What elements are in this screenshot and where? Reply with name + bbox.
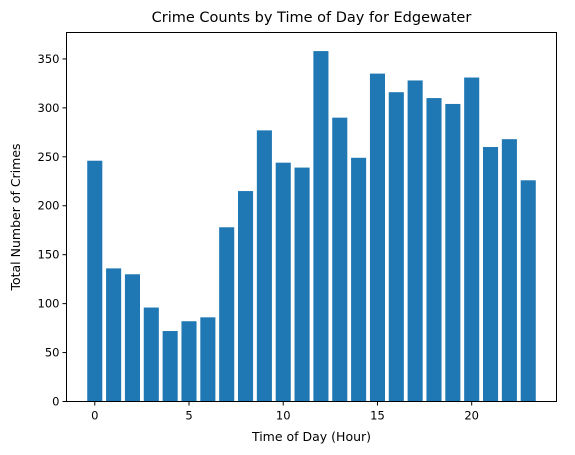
y-tick-label: 100 bbox=[38, 297, 60, 311]
y-tick-label: 350 bbox=[38, 52, 60, 66]
y-tick-label: 250 bbox=[38, 150, 60, 164]
bar-hour-7 bbox=[219, 227, 235, 402]
bar-hour-2 bbox=[124, 274, 140, 402]
bar-hour-6 bbox=[200, 317, 216, 402]
bar-hour-20 bbox=[464, 77, 480, 402]
x-tick-label: 15 bbox=[370, 409, 385, 423]
bar-hour-17 bbox=[407, 80, 423, 402]
bar-hour-10 bbox=[275, 162, 291, 402]
x-axis: 0 5 10 15 20 bbox=[91, 401, 479, 423]
bar-hour-21 bbox=[483, 147, 499, 402]
plot-frame bbox=[66, 32, 557, 402]
bar-hour-16 bbox=[388, 92, 404, 402]
bar-hour-13 bbox=[332, 117, 348, 402]
bar-hour-18 bbox=[426, 98, 442, 402]
y-tick-label: 50 bbox=[45, 346, 60, 360]
x-axis-label: Time of Day (Hour) bbox=[251, 429, 371, 444]
bar-hour-12 bbox=[313, 51, 329, 402]
x-tick-label: 0 bbox=[91, 409, 98, 423]
y-tick-label: 300 bbox=[38, 101, 60, 115]
chart-title: Crime Counts by Time of Day for Edgewate… bbox=[152, 10, 472, 26]
bar-hour-22 bbox=[501, 139, 517, 402]
bar-hour-9 bbox=[256, 130, 272, 402]
bar-hour-1 bbox=[106, 268, 122, 402]
x-tick-label: 5 bbox=[185, 409, 192, 423]
bar-hour-19 bbox=[445, 103, 461, 402]
y-tick-label: 150 bbox=[38, 248, 60, 262]
y-axis: 0 50 100 150 200 250 300 350 bbox=[38, 52, 67, 409]
y-tick-label: 200 bbox=[38, 199, 60, 213]
bars-group bbox=[87, 51, 536, 402]
bar-hour-23 bbox=[520, 180, 536, 402]
bar-hour-14 bbox=[351, 157, 367, 402]
x-tick-label: 10 bbox=[276, 409, 291, 423]
x-tick-label: 20 bbox=[464, 409, 479, 423]
bar-hour-15 bbox=[369, 73, 385, 402]
y-tick-label: 0 bbox=[52, 395, 59, 409]
bar-hour-4 bbox=[162, 331, 178, 402]
bar-hour-5 bbox=[181, 321, 197, 402]
bar-hour-0 bbox=[87, 160, 103, 402]
bar-hour-11 bbox=[294, 167, 310, 402]
y-axis-label: Total Number of Crimes bbox=[8, 143, 23, 291]
bar-hour-8 bbox=[238, 191, 254, 402]
bar-hour-3 bbox=[143, 307, 159, 402]
